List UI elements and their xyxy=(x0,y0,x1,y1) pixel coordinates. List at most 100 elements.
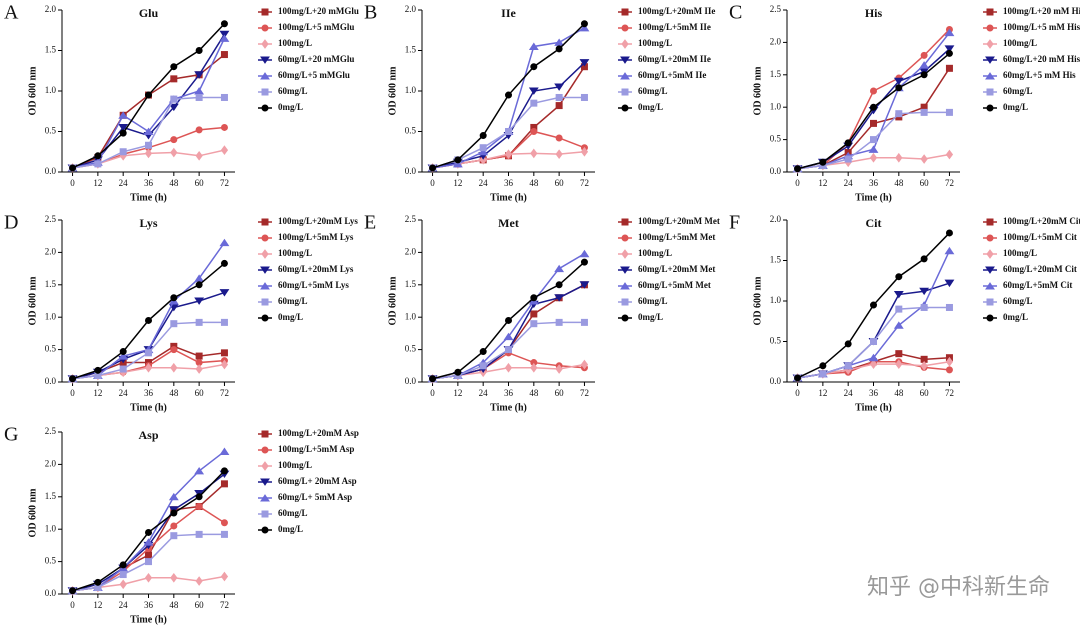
point xyxy=(94,578,102,586)
point xyxy=(554,294,565,302)
y-tick-label: 2.0 xyxy=(770,214,782,224)
point xyxy=(945,356,954,367)
point xyxy=(554,264,565,273)
panel-label: G xyxy=(4,424,18,446)
y-tick-label: 2.0 xyxy=(405,4,417,14)
x-tick-label: 72 xyxy=(220,388,229,398)
point xyxy=(261,218,269,226)
legend-label: 0mg/L xyxy=(1003,312,1028,322)
panel-label: F xyxy=(729,212,740,234)
point xyxy=(194,87,205,95)
y-tick-label: 2.0 xyxy=(45,458,57,468)
x-tick-label: 0 xyxy=(795,388,800,398)
point xyxy=(870,119,877,127)
point xyxy=(580,93,588,101)
x-tick-label: 72 xyxy=(945,178,954,188)
x-tick-label: 48 xyxy=(169,600,179,610)
legend-label: 60mg/L+20mM IIe xyxy=(638,54,711,64)
y-tick-label: 0.5 xyxy=(405,126,417,136)
point xyxy=(920,360,928,371)
y-tick-label: 0.0 xyxy=(770,376,782,386)
point xyxy=(819,158,827,166)
y-tick-label: 1.0 xyxy=(770,295,782,305)
point xyxy=(893,321,904,329)
point xyxy=(219,30,230,39)
legend-label: 60mg/L+5 mM His xyxy=(1003,70,1076,80)
y-tick-label: 0.5 xyxy=(770,134,782,144)
legend-label: 100mg/L xyxy=(1003,38,1037,48)
point xyxy=(505,346,512,354)
point xyxy=(220,145,229,155)
point xyxy=(504,362,513,373)
y-tick-label: 0.0 xyxy=(45,588,57,598)
point xyxy=(819,370,827,378)
point xyxy=(580,318,588,326)
point xyxy=(945,366,953,374)
point xyxy=(118,111,129,119)
point xyxy=(454,156,462,164)
panel-label: D xyxy=(4,212,18,234)
legend-label: 0mg/L xyxy=(278,102,303,112)
point xyxy=(555,364,563,374)
x-tick-label: 72 xyxy=(220,178,229,188)
point xyxy=(194,297,205,305)
legend-label: 100mg/L xyxy=(278,38,312,48)
x-tick-label: 36 xyxy=(144,178,154,188)
point xyxy=(920,71,928,79)
point xyxy=(168,103,179,112)
point xyxy=(895,84,903,92)
point xyxy=(580,258,588,266)
point xyxy=(429,164,437,172)
point xyxy=(195,93,203,101)
point xyxy=(869,152,878,163)
point xyxy=(195,281,203,289)
point xyxy=(119,348,127,356)
legend-label: 60mg/L+5mM Lys xyxy=(278,280,349,290)
legend-label: 60mg/L+5mM Cit xyxy=(1003,280,1072,290)
point xyxy=(895,350,903,358)
x-axis-label: Time (h) xyxy=(855,192,892,203)
y-tick-label: 1.0 xyxy=(45,311,57,321)
point xyxy=(94,366,102,374)
point xyxy=(555,93,563,101)
point xyxy=(505,128,512,135)
point xyxy=(220,93,228,101)
point xyxy=(621,39,629,49)
legend-label: 60mg/L xyxy=(278,508,308,518)
point xyxy=(220,318,228,326)
legend-label: 100mg/L+5mM Cit xyxy=(1003,232,1077,242)
legend-label: 100mg/L+5mM Lys xyxy=(278,232,354,242)
legend-label: 100mg/L+20mM IIe xyxy=(638,6,715,16)
y-tick-label: 1.5 xyxy=(770,255,782,265)
legend-label: 0mg/L xyxy=(278,312,303,322)
point xyxy=(478,147,489,156)
point xyxy=(479,132,487,140)
point xyxy=(945,49,953,57)
legend-label: 100mg/L+20mM Asp xyxy=(278,428,359,438)
point xyxy=(505,91,512,99)
x-tick-label: 12 xyxy=(818,388,827,398)
point xyxy=(260,478,270,486)
y-tick-label: 0.0 xyxy=(405,376,417,386)
watermark: 知乎 @中科新生命 xyxy=(867,575,1050,600)
point xyxy=(579,23,590,32)
point xyxy=(261,8,269,16)
point xyxy=(530,310,538,318)
x-tick-label: 48 xyxy=(169,178,179,188)
point xyxy=(985,282,995,290)
y-tick-label: 2.0 xyxy=(770,36,782,46)
point xyxy=(895,110,903,118)
point xyxy=(194,274,205,282)
point xyxy=(261,104,269,112)
x-tick-label: 12 xyxy=(818,178,827,188)
x-tick-label: 60 xyxy=(555,178,565,188)
point xyxy=(261,430,269,438)
y-tick-label: 1.5 xyxy=(45,279,57,289)
point xyxy=(260,56,270,64)
y-tick-label: 1.0 xyxy=(45,523,57,533)
point xyxy=(145,558,152,566)
point xyxy=(220,467,228,475)
point xyxy=(986,314,994,322)
point xyxy=(145,349,152,357)
